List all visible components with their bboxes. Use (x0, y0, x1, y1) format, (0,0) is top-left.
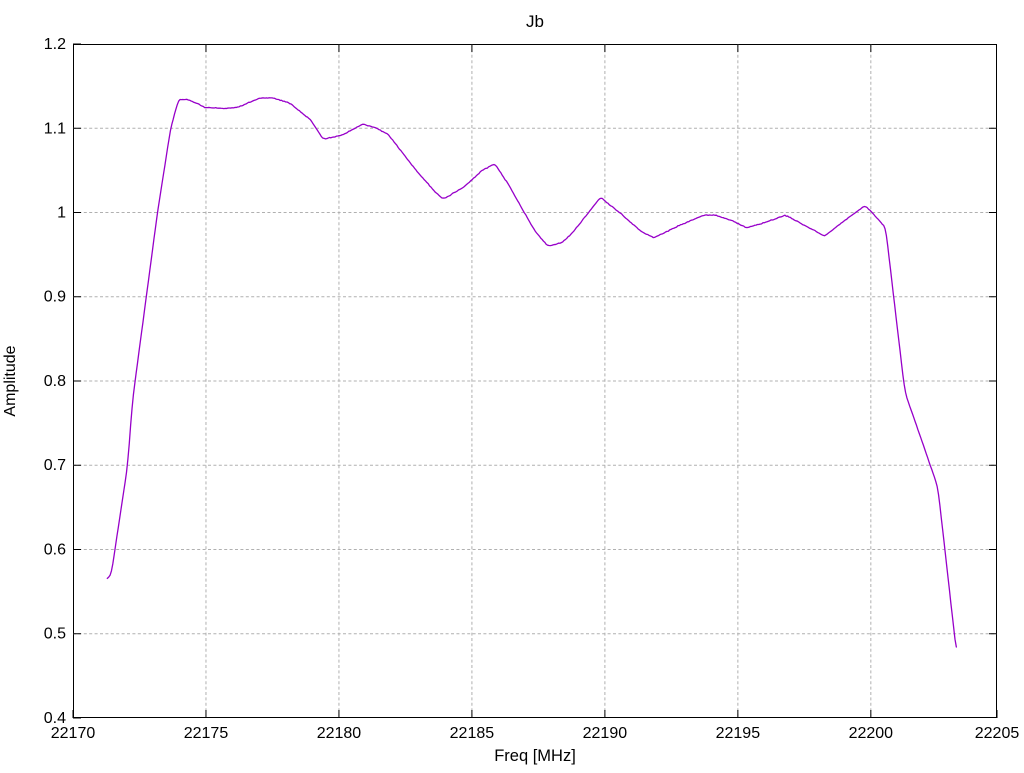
svg-text:22185: 22185 (450, 725, 495, 742)
svg-text:22190: 22190 (583, 725, 628, 742)
svg-text:0.6: 0.6 (44, 542, 66, 559)
svg-text:0.5: 0.5 (44, 626, 66, 643)
svg-text:1: 1 (57, 205, 66, 222)
svg-text:22175: 22175 (184, 725, 229, 742)
svg-text:0.8: 0.8 (44, 373, 66, 390)
svg-text:Amplitude: Amplitude (2, 345, 19, 416)
svg-text:22170: 22170 (51, 725, 96, 742)
svg-text:1.2: 1.2 (44, 36, 66, 53)
svg-text:1.1: 1.1 (44, 121, 66, 138)
svg-text:0.9: 0.9 (44, 289, 66, 306)
svg-text:0.7: 0.7 (44, 457, 66, 474)
svg-text:22195: 22195 (716, 725, 761, 742)
svg-text:Freq [MHz]: Freq [MHz] (494, 747, 576, 765)
svg-text:Jb: Jb (526, 12, 544, 31)
svg-text:22200: 22200 (849, 725, 894, 742)
svg-text:22205: 22205 (975, 725, 1020, 742)
svg-text:22180: 22180 (317, 725, 362, 742)
